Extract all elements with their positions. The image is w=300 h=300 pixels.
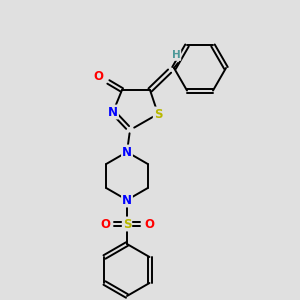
- Text: N: N: [122, 194, 132, 206]
- Text: O: O: [144, 218, 154, 230]
- Text: H: H: [172, 50, 180, 60]
- Text: S: S: [154, 107, 162, 121]
- Text: S: S: [123, 218, 131, 230]
- Text: O: O: [93, 70, 103, 83]
- Text: O: O: [100, 218, 110, 230]
- Text: N: N: [122, 146, 132, 158]
- Text: N: N: [108, 106, 118, 118]
